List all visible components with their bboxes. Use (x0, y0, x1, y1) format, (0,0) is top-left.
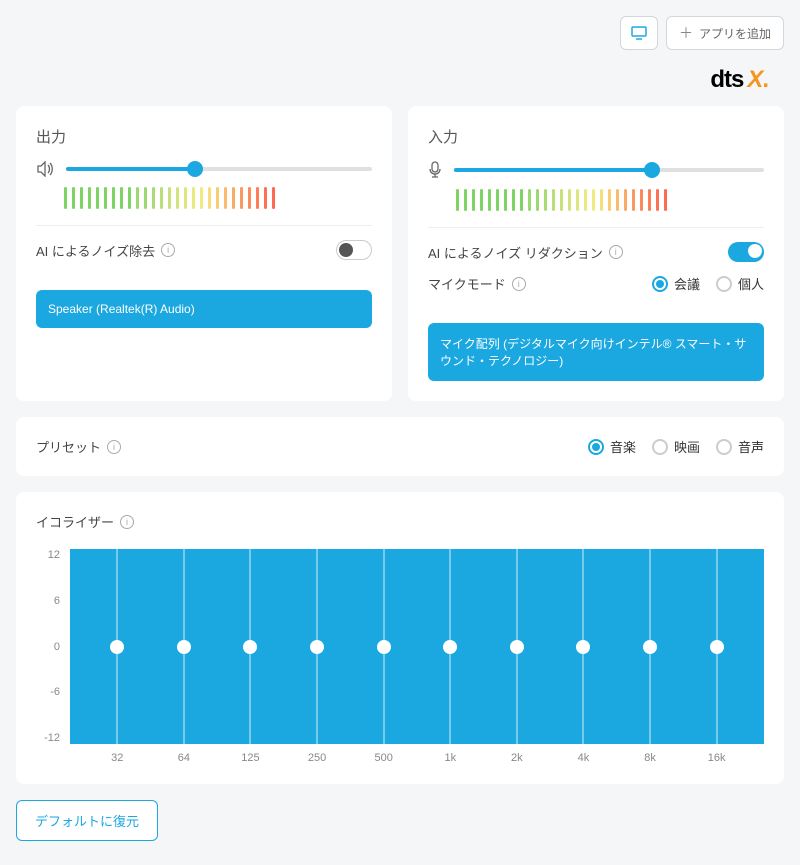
eq-band-slider[interactable] (183, 549, 185, 744)
output-card: 出力 AI によるノイズ除去 i Speaker (Realtek(R) Aud… (16, 106, 392, 401)
mic-icon (428, 161, 442, 179)
preset-title: プリセット (36, 437, 101, 456)
equalizer-card: イコライザー i 1260-6-12 32641252505001k2k4k8k… (16, 492, 784, 784)
info-icon[interactable]: i (120, 515, 134, 529)
preset-radio-2[interactable]: 音声 (716, 437, 764, 456)
eq-band-slider[interactable] (582, 549, 584, 744)
info-icon[interactable]: i (161, 243, 175, 257)
preset-card: プリセット i 音楽映画音声 (16, 417, 784, 476)
input-noise-label: AI によるノイズ リダクション (428, 243, 603, 262)
mic-mode-label: マイクモード (428, 274, 506, 293)
output-title: 出力 (36, 126, 372, 147)
monitor-icon (631, 26, 647, 40)
eq-x-axis: 32641252505001k2k4k8k16k (70, 744, 764, 764)
eq-band-slider[interactable] (649, 549, 651, 744)
input-volume-slider[interactable] (454, 168, 764, 172)
info-icon[interactable]: i (512, 277, 526, 291)
dtsx-logo: dtsX. (710, 66, 768, 94)
eq-band-slider[interactable] (316, 549, 318, 744)
input-card: 入力 AI によるノイズ リダクション i マイクモード i 会議個人 マイク配… (408, 106, 784, 401)
preset-radio-0[interactable]: 音楽 (588, 437, 636, 456)
output-device-button[interactable]: Speaker (Realtek(R) Audio) (36, 290, 372, 328)
mic-mode-radio-0[interactable]: 会議 (652, 274, 700, 293)
output-level-meter (36, 187, 372, 209)
add-app-label: アプリを追加 (699, 25, 771, 42)
add-app-button[interactable]: ＋ アプリを追加 (666, 16, 784, 50)
output-noise-label: AI によるノイズ除去 (36, 241, 155, 260)
info-icon[interactable]: i (107, 440, 121, 454)
eq-y-axis: 1260-6-12 (36, 549, 70, 744)
speaker-icon (36, 161, 54, 177)
mic-mode-radio-1[interactable]: 個人 (716, 274, 764, 293)
eq-band-slider[interactable] (116, 549, 118, 744)
display-mode-button[interactable] (620, 16, 658, 50)
eq-title: イコライザー (36, 512, 114, 531)
input-device-button[interactable]: マイク配列 (デジタルマイク向けインテル® スマート・サウンド・テクノロジー) (428, 323, 764, 381)
input-level-meter (428, 189, 764, 211)
eq-band-slider[interactable] (383, 549, 385, 744)
preset-radio-1[interactable]: 映画 (652, 437, 700, 456)
info-icon[interactable]: i (609, 245, 623, 259)
input-title: 入力 (428, 126, 764, 147)
plus-icon: ＋ (679, 23, 693, 43)
eq-band-slider[interactable] (249, 549, 251, 744)
output-noise-toggle[interactable] (336, 240, 372, 260)
eq-graph (70, 549, 764, 744)
output-volume-slider[interactable] (66, 167, 372, 171)
eq-band-slider[interactable] (449, 549, 451, 744)
eq-band-slider[interactable] (716, 549, 718, 744)
eq-band-slider[interactable] (516, 549, 518, 744)
input-noise-toggle[interactable] (728, 242, 764, 262)
restore-defaults-button[interactable]: デフォルトに復元 (16, 800, 158, 841)
